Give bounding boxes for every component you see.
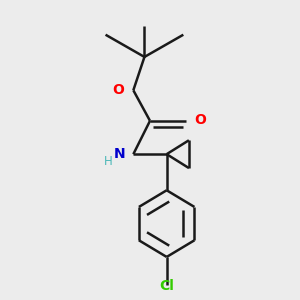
Text: Cl: Cl [159, 279, 174, 293]
Text: N: N [114, 147, 126, 160]
Text: O: O [112, 83, 124, 97]
Text: O: O [195, 113, 206, 127]
Text: H: H [104, 154, 113, 168]
